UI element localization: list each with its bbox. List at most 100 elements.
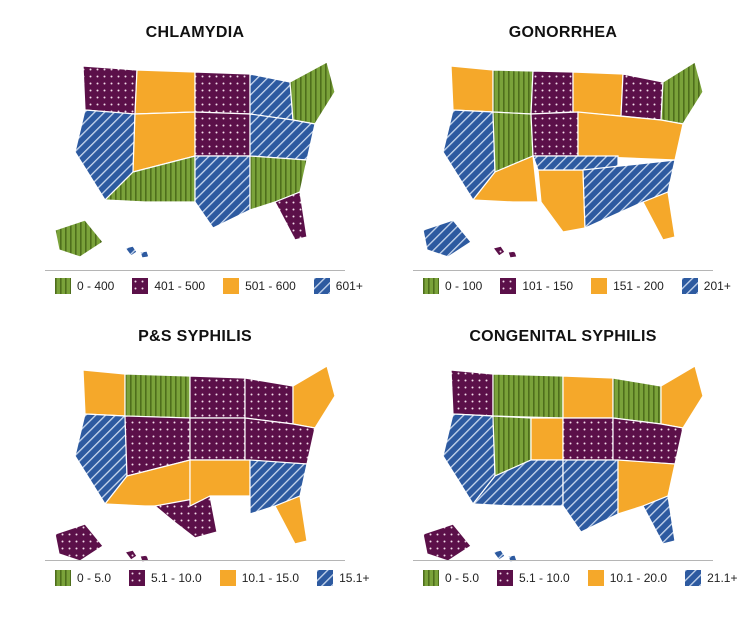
legend-swatch-orange	[219, 570, 236, 586]
region-northern-rockies	[492, 373, 564, 419]
legend-label: 201+	[703, 279, 731, 293]
legend-item: 0 - 5.0	[55, 570, 111, 586]
region-great-lakes	[612, 377, 662, 425]
region-pacific-northwest	[82, 369, 126, 417]
region-northeast	[289, 61, 336, 125]
region-great-lakes	[620, 73, 664, 121]
region-hawaii	[123, 245, 150, 259]
region-alaska	[54, 523, 104, 562]
legend-label: 10.1 - 15.0	[241, 571, 300, 585]
region-pacific-northwest	[82, 65, 138, 115]
region-pacific-northwest	[450, 65, 494, 113]
region-south-central	[194, 155, 251, 229]
legend-swatch-blue	[685, 570, 702, 586]
region-great-lakes	[244, 377, 294, 425]
us-map-ps-syphilis	[54, 365, 336, 563]
map-panel-congenital-syphilis: CONGENITAL SYPHILIS 0 - 5.0 5.1 - 10.0 1…	[393, 328, 737, 628]
legend-label: 5.1 - 10.0	[151, 571, 202, 585]
region-florida	[274, 495, 308, 545]
legend-swatch-blue	[313, 278, 330, 294]
region-pacific-northwest	[450, 369, 494, 417]
legend-swatch-blue	[317, 570, 334, 586]
legend-item: 601+	[313, 278, 363, 294]
map-title: CHLAMYDIA	[145, 24, 245, 41]
legend-item: 5.1 - 10.0	[129, 570, 202, 586]
region-northeast	[660, 365, 704, 429]
region-alaska	[54, 219, 104, 258]
map-legend: 0 - 5.0 5.1 - 10.0 10.1 - 15.0 15.1+	[55, 570, 387, 586]
legend-item: 10.1 - 20.0	[587, 570, 668, 586]
region-northern-rockies	[492, 69, 534, 115]
legend-divider	[413, 560, 713, 561]
region-upper-midwest	[562, 375, 614, 419]
region-ohio-valley	[577, 111, 684, 161]
map-title: GONORRHEA	[508, 24, 618, 41]
legend-label: 21.1+	[707, 571, 738, 585]
map-title: CONGENITAL SYPHILIS	[469, 328, 657, 345]
region-upper-midwest	[572, 71, 624, 117]
region-texas	[537, 169, 586, 233]
region-central-plains	[562, 417, 614, 461]
legend-swatch-orange	[223, 278, 240, 294]
region-florida	[642, 495, 676, 545]
legend-item: 401 - 500	[132, 278, 205, 294]
region-great-lakes	[249, 73, 294, 121]
legend-label: 601+	[335, 279, 363, 293]
region-northern-rockies	[124, 373, 191, 419]
region-northeast	[660, 61, 704, 125]
legend-swatch-green	[55, 570, 71, 586]
region-ohio-valley	[249, 113, 316, 161]
region-central-plains	[189, 417, 246, 461]
map-panel-chlamydia: CHLAMYDIA 0 - 400 401 - 500 501 - 600 60…	[25, 24, 365, 324]
legend-swatch-orange	[587, 570, 604, 586]
map-legend: 0 - 400 401 - 500 501 - 600 601+	[55, 278, 381, 294]
region-alaska	[422, 523, 472, 562]
us-map-gonorrhea	[422, 61, 704, 259]
legend-label: 401 - 500	[154, 279, 206, 293]
legend-item: 0 - 5.0	[423, 570, 479, 586]
legend-item: 21.1+	[685, 570, 737, 586]
legend-item: 0 - 400	[55, 278, 114, 294]
region-southwest	[471, 155, 539, 203]
legend-label: 0 - 400	[77, 279, 115, 293]
legend-divider	[45, 560, 345, 561]
legend-item: 15.1+	[317, 570, 369, 586]
legend-swatch-purple	[500, 278, 517, 294]
region-central-plains	[194, 111, 251, 157]
legend-swatch-green	[55, 278, 71, 294]
region-ohio-valley	[612, 417, 684, 465]
legend-label: 0 - 5.0	[77, 571, 112, 585]
legend-divider	[413, 270, 713, 271]
legend-label: 10.1 - 20.0	[609, 571, 668, 585]
legend-item: 201+	[681, 278, 731, 294]
map-legend: 0 - 100 101 - 150 151 - 200 201+	[423, 278, 749, 294]
region-ohio-valley	[244, 417, 316, 465]
region-northern-plains	[189, 375, 246, 419]
region-hawaii	[491, 245, 518, 259]
legend-item: 0 - 100	[423, 278, 482, 294]
legend-swatch-purple	[497, 570, 514, 586]
region-south-central	[562, 459, 619, 533]
map-legend: 0 - 5.0 5.1 - 10.0 10.1 - 20.0 21.1+	[423, 570, 750, 586]
region-southwest	[103, 155, 196, 203]
legend-swatch-green	[423, 570, 439, 586]
us-map-congenital-syphilis	[422, 365, 704, 563]
legend-item: 151 - 200	[591, 278, 664, 294]
legend-label: 101 - 150	[522, 279, 574, 293]
legend-label: 501 - 600	[245, 279, 296, 293]
region-central-plains	[530, 111, 579, 157]
legend-divider	[45, 270, 345, 271]
legend-swatch-orange	[591, 278, 608, 294]
legend-item: 10.1 - 15.0	[219, 570, 300, 586]
region-florida	[274, 191, 308, 241]
region-alaska	[422, 219, 472, 258]
legend-swatch-purple	[129, 570, 146, 586]
region-northeast	[292, 365, 336, 429]
region-florida	[642, 191, 676, 241]
map-panel-ps-syphilis: P&S SYPHILIS 0 - 5.0 5.1 - 10.0 10.1 - 1…	[25, 328, 369, 628]
map-panel-gonorrhea: GONORRHEA 0 - 100 101 - 150 151 - 200 20…	[393, 24, 733, 324]
legend-item: 101 - 150	[500, 278, 573, 294]
us-map-chlamydia	[54, 61, 336, 259]
legend-swatch-green	[423, 278, 439, 294]
region-northern-plains	[530, 70, 574, 115]
